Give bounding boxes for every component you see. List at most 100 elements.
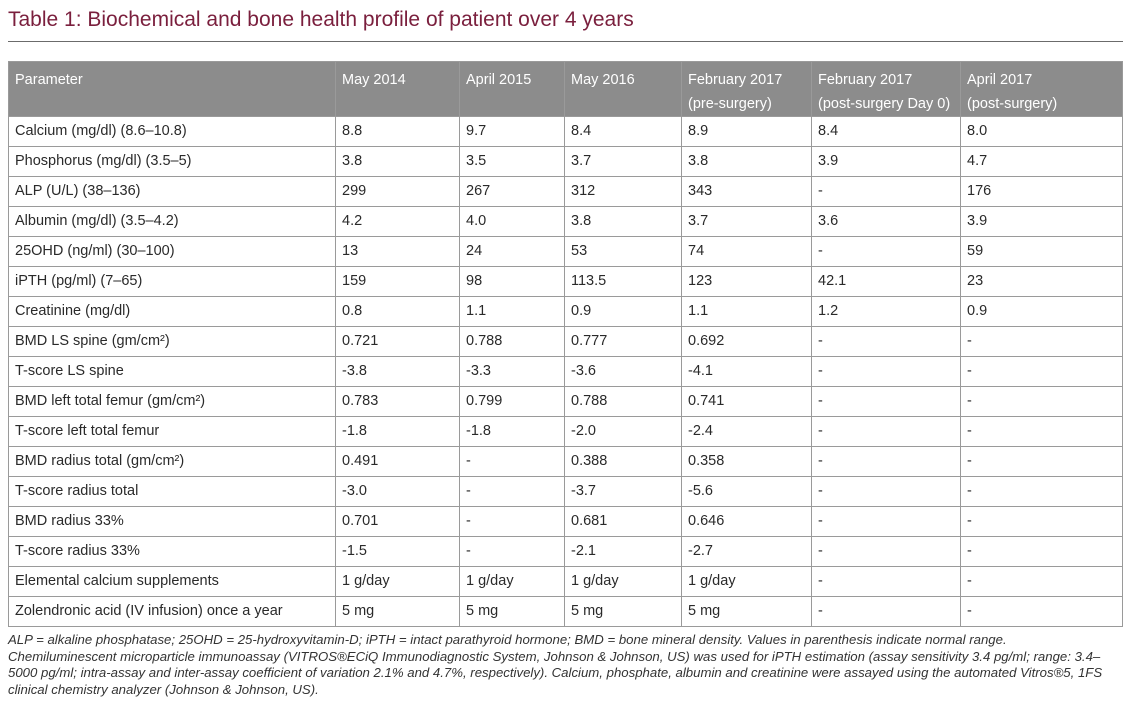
value-cell: 3.7 — [564, 146, 682, 177]
value-cell: 113.5 — [564, 266, 682, 297]
column-header-feb-2017-pre: February 2017 (pre-surgery) — [681, 61, 812, 117]
parameter-cell: BMD left total femur (gm/cm²) — [8, 386, 336, 417]
value-cell: 0.9 — [564, 296, 682, 327]
value-cell: -3.7 — [564, 476, 682, 507]
value-cell: 1.2 — [811, 296, 961, 327]
table-footnote: ALP = alkaline phosphatase; 25OHD = 25-h… — [8, 632, 1120, 698]
value-cell: 0.491 — [335, 446, 460, 477]
value-cell: 0.701 — [335, 506, 460, 537]
column-header-label: April 2015 — [466, 72, 532, 88]
value-cell: 3.9 — [960, 206, 1123, 237]
value-cell: - — [811, 566, 961, 597]
value-cell: 8.8 — [335, 116, 460, 147]
parameter-cell: T-score radius total — [8, 476, 336, 507]
table-row: ALP (U/L) (38–136) 299 267 312 343-176 — [8, 176, 1123, 207]
value-cell: 1 g/day — [564, 566, 682, 597]
table-row: 25OHD (ng/ml) (30–100) 13 24 53 74-59 — [8, 236, 1123, 267]
value-cell: 3.5 — [459, 146, 565, 177]
parameter-cell: T-score radius 33% — [8, 536, 336, 567]
value-cell: -1.8 — [335, 416, 460, 447]
value-cell: 3.8 — [681, 146, 812, 177]
value-cell: 5 mg — [564, 596, 682, 627]
value-cell: - — [811, 386, 961, 417]
value-cell: 0.777 — [564, 326, 682, 357]
value-cell: - — [811, 326, 961, 357]
table-row: T-score radius 33% -1.5- -2.1 -2.7- - — [8, 536, 1123, 567]
value-cell: - — [811, 356, 961, 387]
value-cell: 1.1 — [459, 296, 565, 327]
title-divider — [8, 41, 1123, 42]
value-cell: 3.8 — [335, 146, 460, 177]
footnote-methods: Chemiluminescent microparticle immunoass… — [8, 648, 1103, 697]
value-cell: 1 g/day — [459, 566, 565, 597]
value-cell: 299 — [335, 176, 460, 207]
value-cell: 23 — [960, 266, 1123, 297]
value-cell: 0.388 — [564, 446, 682, 477]
value-cell: 0.358 — [681, 446, 812, 477]
value-cell: - — [811, 176, 961, 207]
table-row: T-score LS spine -3.8 -3.3 -3.6 -4.1- - — [8, 356, 1123, 387]
value-cell: 0.788 — [564, 386, 682, 417]
value-cell: 0.721 — [335, 326, 460, 357]
value-cell: - — [960, 386, 1123, 417]
table-row: BMD LS spine (gm/cm²) 0.721 0.788 0.777 0.69… — [8, 326, 1123, 357]
table-row: BMD left total femur (gm/cm²) 0.783 0.799 0… — [8, 386, 1123, 417]
table-row: iPTH (pg/ml) (7–65) 159 98 113.5 123 42.1 23 — [8, 266, 1123, 297]
value-cell: 8.9 — [681, 116, 812, 147]
value-cell: 53 — [564, 236, 682, 267]
value-cell: -5.6 — [681, 476, 812, 507]
value-cell: 312 — [564, 176, 682, 207]
parameter-cell: T-score left total femur — [8, 416, 336, 447]
value-cell: -3.3 — [459, 356, 565, 387]
column-header-label: Parameter — [15, 72, 83, 88]
value-cell: 98 — [459, 266, 565, 297]
value-cell: - — [960, 416, 1123, 447]
value-cell: -2.0 — [564, 416, 682, 447]
value-cell: 159 — [335, 266, 460, 297]
column-header-may-2016: May 2016 — [564, 61, 682, 117]
column-header-label: (post-surgery Day 0) — [818, 96, 951, 112]
value-cell: 4.0 — [459, 206, 565, 237]
column-header-may-2014: May 2014 — [335, 61, 460, 117]
value-cell: - — [459, 536, 565, 567]
table-header-row: Parameter May 2014 April 2015 May 2016 Febru… — [8, 61, 1123, 117]
column-header-feb-2017-post-day0: February 2017 (post-surgery Day 0) — [811, 61, 961, 117]
footnote-abbreviations: ALP = alkaline phosphatase; 25OHD = 25-h… — [8, 632, 1007, 647]
value-cell: - — [811, 236, 961, 267]
value-cell: 4.2 — [335, 206, 460, 237]
value-cell: 3.7 — [681, 206, 812, 237]
parameter-cell: T-score LS spine — [8, 356, 336, 387]
value-cell: 0.783 — [335, 386, 460, 417]
value-cell: 24 — [459, 236, 565, 267]
value-cell: -1.5 — [335, 536, 460, 567]
value-cell: - — [459, 476, 565, 507]
table-row: BMD radius total (gm/cm²) 0.491-0.388 0.35… — [8, 446, 1123, 477]
value-cell: -3.0 — [335, 476, 460, 507]
value-cell: 8.0 — [960, 116, 1123, 147]
value-cell: -3.8 — [335, 356, 460, 387]
value-cell: -4.1 — [681, 356, 812, 387]
parameter-cell: Phosphorus (mg/dl) (3.5–5) — [8, 146, 336, 177]
table-row: T-score radius total -3.0- -3.7 -5.6- - — [8, 476, 1123, 507]
value-cell: 59 — [960, 236, 1123, 267]
parameter-cell: 25OHD (ng/ml) (30–100) — [8, 236, 336, 267]
page-title: Table 1: Biochemical and bone health pro… — [8, 8, 634, 31]
value-cell: - — [960, 566, 1123, 597]
value-cell: - — [811, 446, 961, 477]
value-cell: 176 — [960, 176, 1123, 207]
value-cell: 4.7 — [960, 146, 1123, 177]
value-cell: - — [811, 416, 961, 447]
value-cell: 1 g/day — [335, 566, 460, 597]
value-cell: 0.8 — [335, 296, 460, 327]
value-cell: - — [960, 476, 1123, 507]
value-cell: 9.7 — [459, 116, 565, 147]
parameter-cell: ALP (U/L) (38–136) — [8, 176, 336, 207]
value-cell: 5 mg — [459, 596, 565, 627]
column-header-label: February 2017 — [818, 72, 913, 88]
parameter-cell: Elemental calcium supplements — [8, 566, 336, 597]
value-cell: 3.6 — [811, 206, 961, 237]
value-cell: - — [811, 596, 961, 627]
table-row: Albumin (mg/dl) (3.5–4.2) 4.2 4.0 3.8 3.7 3.6… — [8, 206, 1123, 237]
value-cell: 3.8 — [564, 206, 682, 237]
parameter-cell: Creatinine (mg/dl) — [8, 296, 336, 327]
